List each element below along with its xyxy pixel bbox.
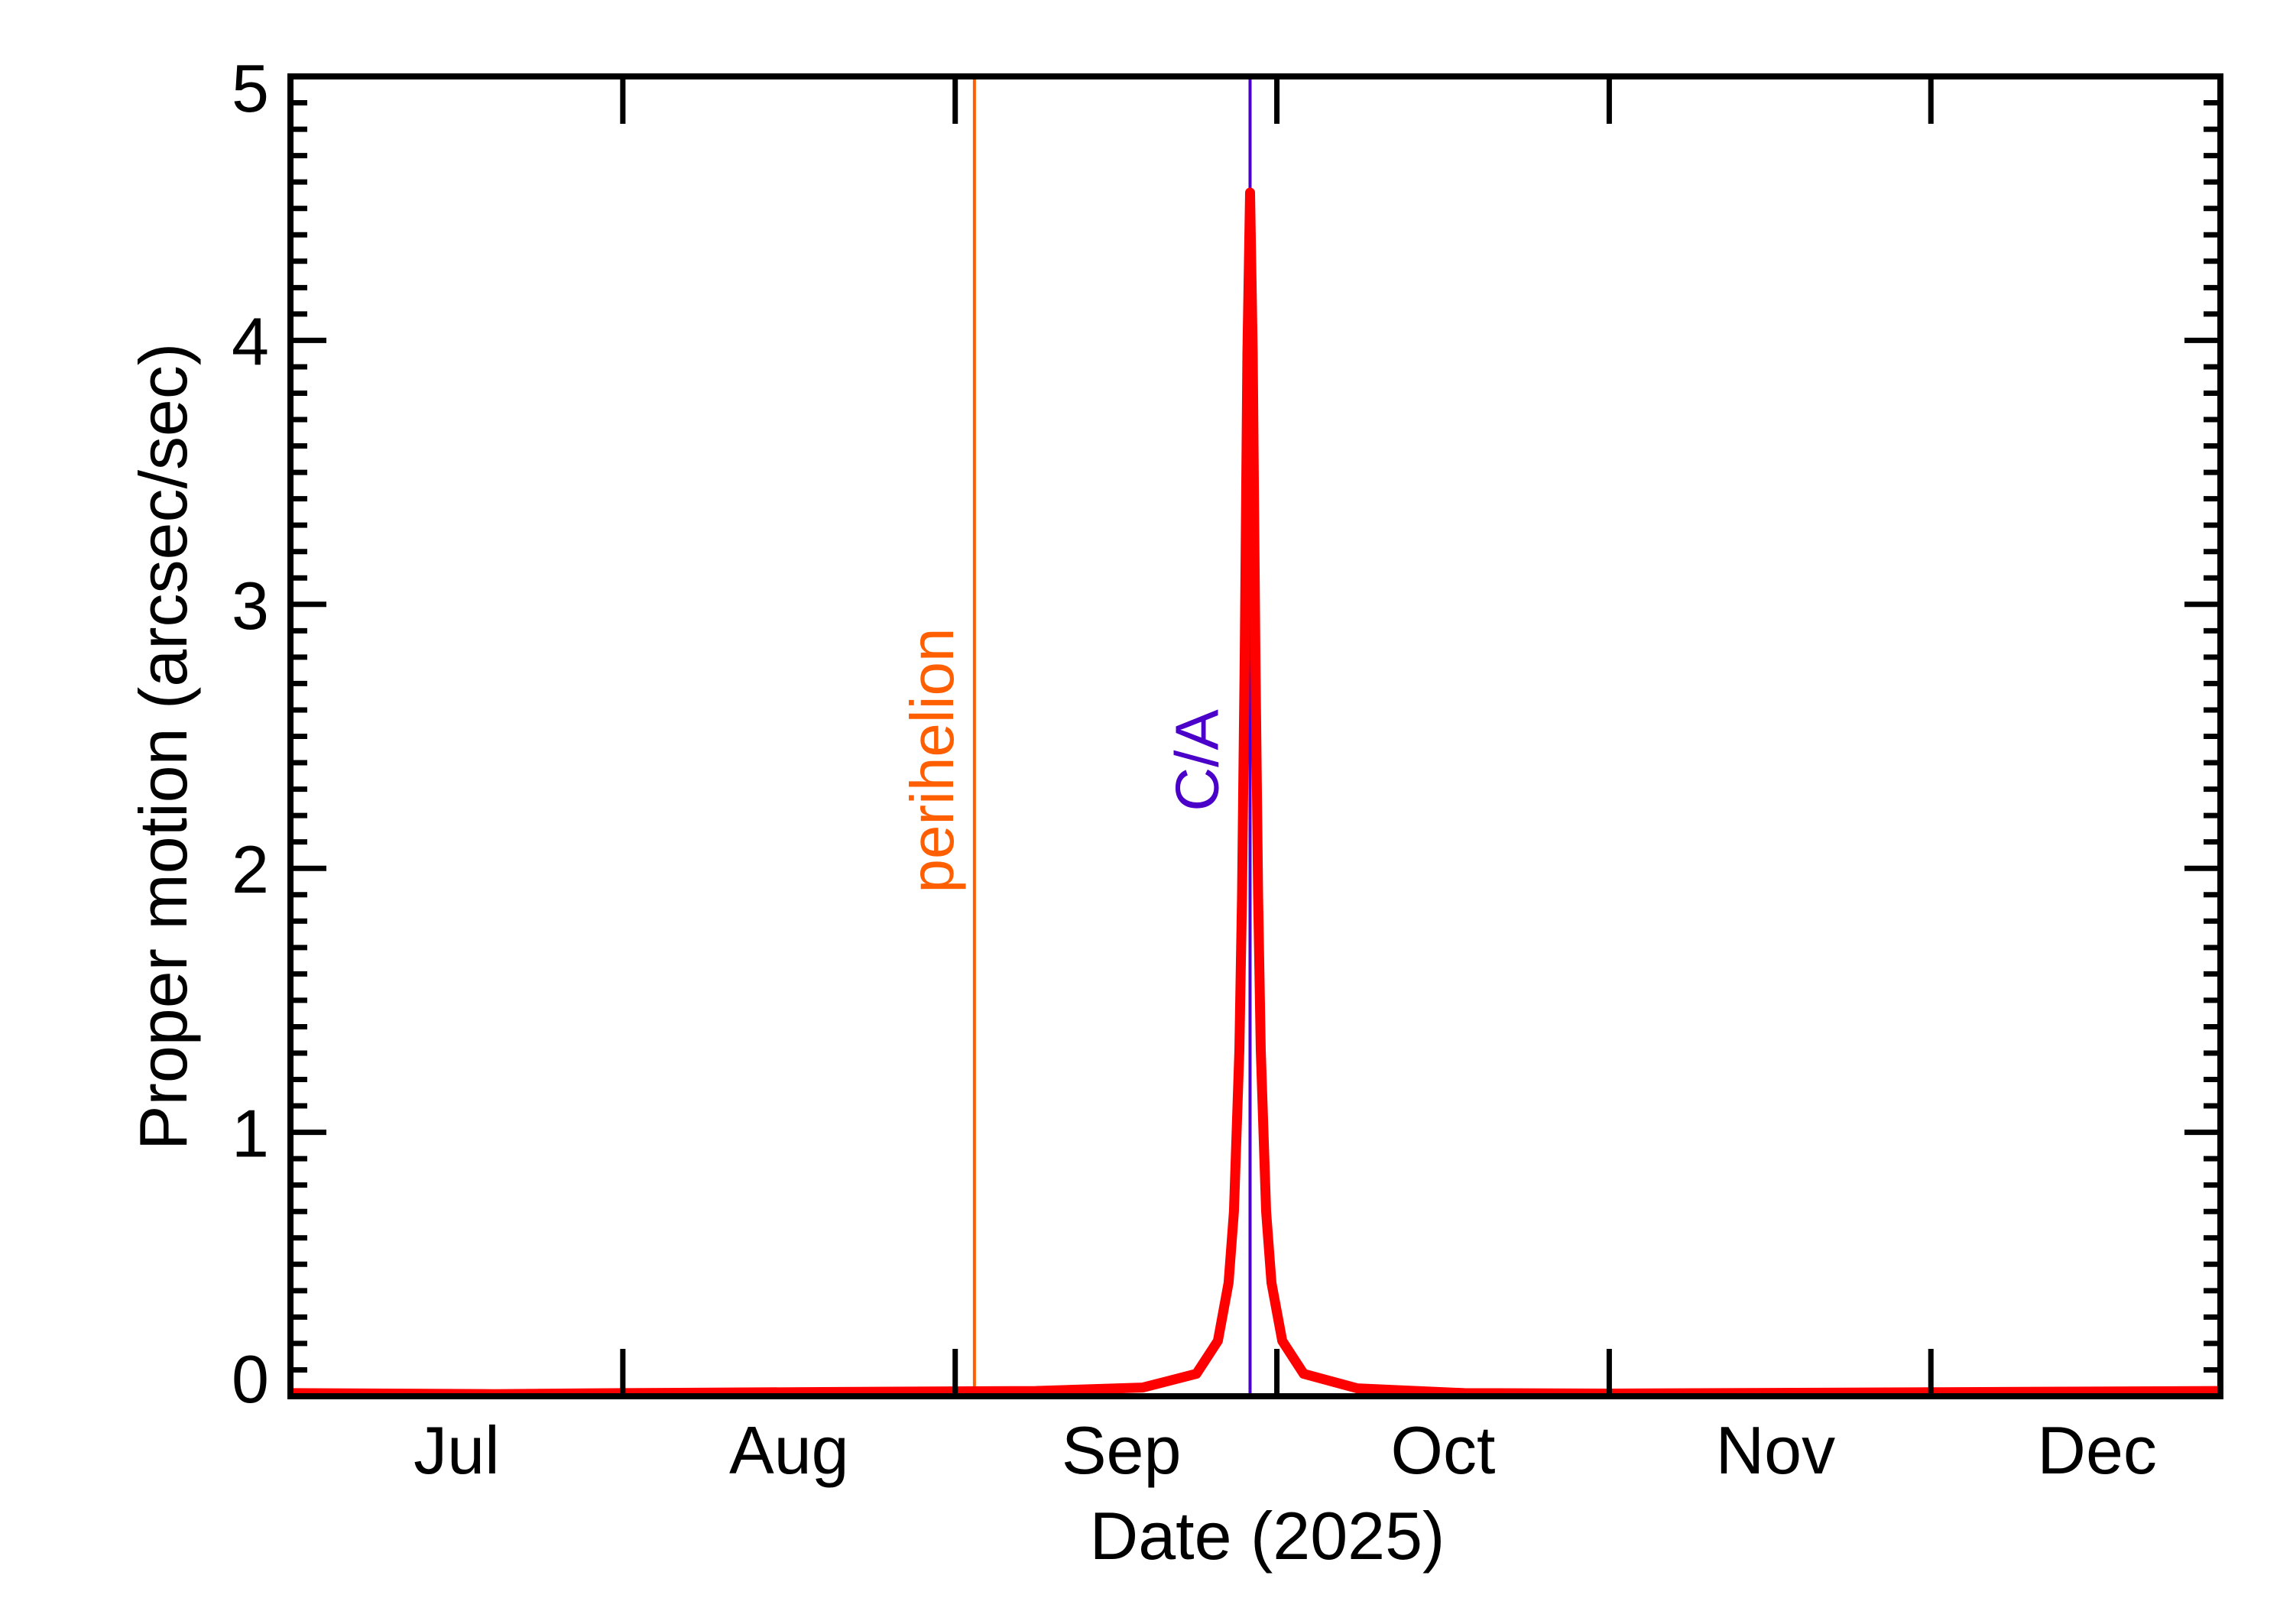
y-tick-label: 5	[232, 50, 269, 126]
tick-labels: 0 1 2 3 4 5 Jul Aug Sep Oct Nov Dec	[232, 50, 2157, 1488]
x-tick-label: Jul	[414, 1412, 500, 1488]
plot-frame	[287, 73, 2223, 1399]
marker-label-closest-approach: C/A	[1163, 709, 1231, 812]
x-tick-label: Oct	[1391, 1412, 1496, 1488]
proper-motion-line	[290, 187, 2221, 1399]
x-axis-title: Date (2025)	[1090, 1498, 1445, 1574]
y-tick-label: 0	[232, 1341, 269, 1417]
series-layer	[290, 187, 2221, 1399]
x-tick-label: Nov	[1716, 1412, 1836, 1488]
y-tick-label: 3	[232, 568, 269, 643]
x-tick-label: Aug	[729, 1412, 849, 1488]
y-axis-title: Proper motion (arcsec/sec)	[125, 343, 201, 1150]
x-tick-label: Dec	[2037, 1412, 2157, 1488]
y-tick-label: 1	[232, 1096, 269, 1172]
y-tick-label: 2	[232, 831, 269, 907]
marker-label-perihelion: perihelion	[898, 628, 966, 893]
x-tick-label: Sep	[1062, 1412, 1182, 1488]
y-tick-label: 4	[232, 303, 269, 379]
event-markers: perihelion C/A	[898, 76, 1252, 1396]
